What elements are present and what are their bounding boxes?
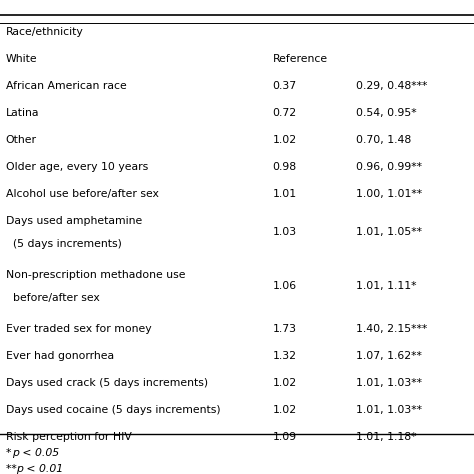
Text: 1.01, 1.18*: 1.01, 1.18* (356, 432, 416, 442)
Text: White: White (6, 54, 37, 64)
Text: 1.06: 1.06 (273, 281, 297, 292)
Text: 1.03: 1.03 (273, 227, 297, 237)
Text: Non-prescription methadone use: Non-prescription methadone use (6, 270, 185, 280)
Text: Older age, every 10 years: Older age, every 10 years (6, 162, 148, 172)
Text: Alcohol use before/after sex: Alcohol use before/after sex (6, 189, 159, 199)
Text: 1.07, 1.62**: 1.07, 1.62** (356, 351, 421, 361)
Text: Reference: Reference (273, 54, 328, 64)
Text: 1.01, 1.03**: 1.01, 1.03** (356, 405, 421, 415)
Text: 0.96, 0.99**: 0.96, 0.99** (356, 162, 421, 172)
Text: Days used crack (5 days increments): Days used crack (5 days increments) (6, 378, 208, 388)
Text: 0.29, 0.48***: 0.29, 0.48*** (356, 81, 427, 91)
Text: 1.01: 1.01 (273, 189, 297, 199)
Text: Ever had gonorrhea: Ever had gonorrhea (6, 351, 114, 361)
Text: 0.72: 0.72 (273, 108, 297, 118)
Text: 1.00, 1.01**: 1.00, 1.01** (356, 189, 422, 199)
Text: 1.09: 1.09 (273, 432, 297, 442)
Text: (5 days increments): (5 days increments) (6, 239, 121, 249)
Text: 1.02: 1.02 (273, 405, 297, 415)
Text: 1.40, 2.15***: 1.40, 2.15*** (356, 324, 427, 334)
Text: Other: Other (6, 135, 36, 145)
Text: 0.54, 0.95*: 0.54, 0.95* (356, 108, 416, 118)
Text: 1.02: 1.02 (273, 378, 297, 388)
Text: Race/ethnicity: Race/ethnicity (6, 27, 83, 37)
Text: p < 0.05: p < 0.05 (12, 448, 59, 458)
Text: Risk perception for HIV: Risk perception for HIV (6, 432, 132, 442)
Text: Days used cocaine (5 days increments): Days used cocaine (5 days increments) (6, 405, 220, 415)
Text: 1.73: 1.73 (273, 324, 297, 334)
Text: *: * (6, 448, 15, 458)
Text: Ever traded sex for money: Ever traded sex for money (6, 324, 151, 334)
Text: 1.01, 1.11*: 1.01, 1.11* (356, 281, 416, 292)
Text: 0.70, 1.48: 0.70, 1.48 (356, 135, 411, 145)
Text: 1.01, 1.05**: 1.01, 1.05** (356, 227, 421, 237)
Text: 0.98: 0.98 (273, 162, 297, 172)
Text: 1.32: 1.32 (273, 351, 297, 361)
Text: p < 0.01: p < 0.01 (16, 464, 63, 474)
Text: Latina: Latina (6, 108, 39, 118)
Text: **: ** (6, 464, 20, 474)
Text: 1.02: 1.02 (273, 135, 297, 145)
Text: 1.01, 1.03**: 1.01, 1.03** (356, 378, 421, 388)
Text: African American race: African American race (6, 81, 127, 91)
Text: Days used amphetamine: Days used amphetamine (6, 216, 142, 226)
Text: 0.37: 0.37 (273, 81, 297, 91)
Text: before/after sex: before/after sex (6, 293, 100, 303)
